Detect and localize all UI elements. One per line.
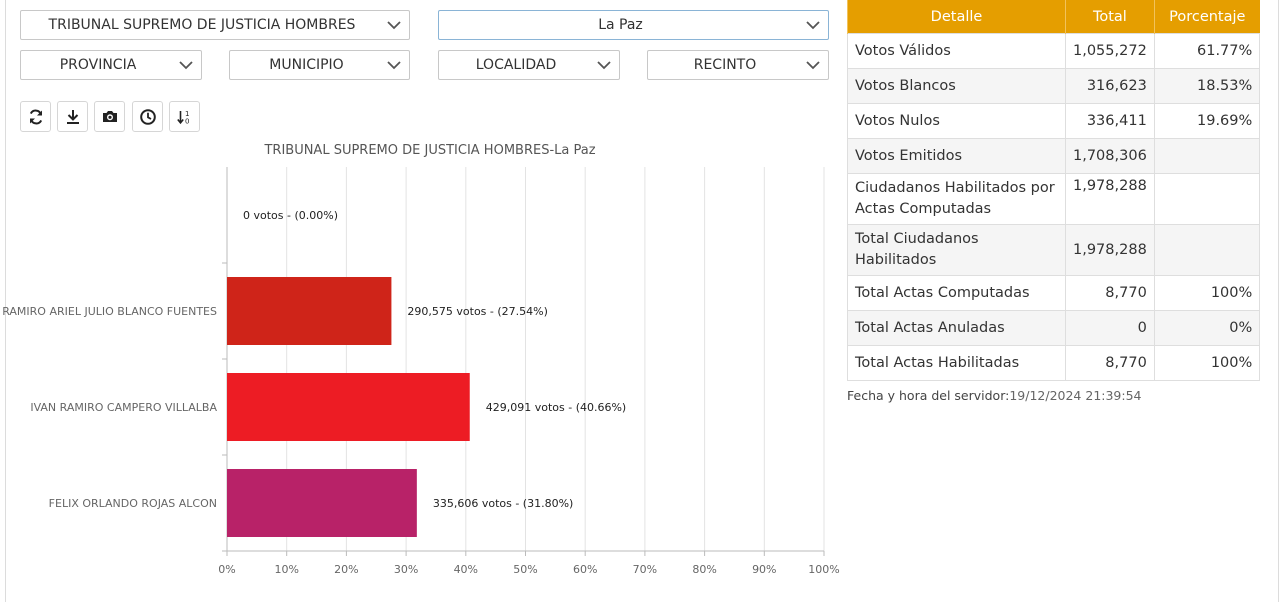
table-row: Total Ciudadanos Habilitados 1,978,288 — [847, 224, 1261, 276]
chevron-down-icon — [806, 61, 820, 70]
row-total: 1,978,288 — [1065, 173, 1155, 225]
row-percentage: 100% — [1153, 345, 1261, 381]
svg-text:1: 1 — [185, 110, 189, 118]
server-time-value: 19/12/2024 21:39:54 — [1009, 388, 1142, 403]
table-row: Total Actas Anuladas 0 0% — [847, 310, 1261, 346]
table-header-row: Detalle Total Porcentaje — [847, 0, 1260, 34]
results-table: Detalle Total Porcentaje Votos Válidos 1… — [847, 0, 1261, 381]
x-tick-label: 50% — [513, 563, 537, 576]
chevron-down-icon — [597, 61, 611, 70]
row-label: Total Actas Computadas — [847, 275, 1066, 311]
municipality-select-value: MUNICIPIO — [269, 57, 344, 73]
x-tick-label: 30% — [394, 563, 418, 576]
frame-right-border — [1278, 0, 1279, 602]
refresh-icon — [29, 109, 43, 125]
row-total: 1,978,288 — [1065, 224, 1155, 276]
row-label: Total Actas Habilitadas — [847, 345, 1066, 381]
server-time-label: Fecha y hora del servidor: — [847, 388, 1010, 403]
header-detalle: Detalle — [847, 0, 1066, 34]
data-label: 290,575 votos - (27.54%) — [407, 305, 548, 318]
svg-text:0: 0 — [185, 118, 189, 126]
row-label: Ciudadanos Habilitados por Actas Computa… — [847, 173, 1066, 225]
bar — [227, 373, 470, 441]
sort-button[interactable]: 1 0 — [169, 101, 200, 132]
header-total: Total — [1065, 0, 1155, 34]
row-total: 1,055,272 — [1065, 33, 1155, 69]
download-icon — [67, 110, 79, 124]
x-tick-label: 60% — [573, 563, 597, 576]
frame-left-border — [5, 0, 6, 602]
row-percentage: 18.53% — [1153, 68, 1261, 104]
refresh-button[interactable] — [20, 101, 51, 132]
bar — [227, 277, 392, 345]
row-label: Votos Blancos — [847, 68, 1066, 104]
row-total: 1,708,306 — [1065, 138, 1155, 174]
chevron-down-icon — [806, 21, 820, 30]
row-percentage: 19.69% — [1153, 103, 1261, 139]
data-label: 0 votos - (0.00%) — [243, 209, 338, 222]
header-porcentaje: Porcentaje — [1153, 0, 1260, 34]
election-select[interactable]: TRIBUNAL SUPREMO DE JUSTICIA HOMBRES — [20, 10, 410, 40]
row-percentage: 61.77% — [1153, 33, 1261, 69]
chevron-down-icon — [387, 21, 401, 30]
history-button[interactable] — [132, 101, 163, 132]
x-tick-label: 10% — [274, 563, 298, 576]
chevron-down-icon — [387, 61, 401, 70]
x-tick-label: 100% — [808, 563, 839, 576]
table-row: Votos Válidos 1,055,272 61.77% — [847, 33, 1261, 69]
data-label: 429,091 votos - (40.66%) — [486, 401, 627, 414]
chart-title: TRIBUNAL SUPREMO DE JUSTICIA HOMBRES-La … — [263, 143, 595, 158]
table-row: Votos Emitidos 1,708,306 — [847, 138, 1261, 174]
row-total: 8,770 — [1065, 275, 1155, 311]
province-select-value: PROVINCIA — [59, 57, 137, 73]
row-total: 0 — [1065, 310, 1155, 346]
table-row: Ciudadanos Habilitados por Actas Computa… — [847, 173, 1261, 225]
x-tick-label: 0% — [218, 563, 235, 576]
row-percentage: 0% — [1153, 310, 1261, 346]
department-select[interactable]: La Paz — [438, 10, 829, 40]
y-category-label: IVAN RAMIRO CAMPERO VILLALBA — [30, 401, 217, 414]
row-label: Votos Emitidos — [847, 138, 1066, 174]
table-row: Votos Nulos 336,411 19.69% — [847, 103, 1261, 139]
department-select-value: La Paz — [598, 17, 643, 33]
row-total: 336,411 — [1065, 103, 1155, 139]
row-label: Votos Válidos — [847, 33, 1066, 69]
row-total: 316,623 — [1065, 68, 1155, 104]
x-tick-label: 80% — [692, 563, 716, 576]
bar — [227, 469, 417, 537]
table-row: Total Actas Habilitadas 8,770 100% — [847, 345, 1261, 381]
election-select-value: TRIBUNAL SUPREMO DE JUSTICIA HOMBRES — [48, 17, 356, 33]
y-category-label: RAMIRO ARIEL JULIO BLANCO FUENTES — [2, 305, 217, 318]
x-tick-label: 70% — [633, 563, 657, 576]
venue-select[interactable]: RECINTO — [647, 50, 829, 80]
province-select[interactable]: PROVINCIA — [20, 50, 202, 80]
row-percentage — [1153, 173, 1261, 225]
y-category-label: FELIX ORLANDO ROJAS ALCON — [49, 497, 217, 510]
table-row: Total Actas Computadas 8,770 100% — [847, 275, 1261, 311]
x-tick-label: 40% — [454, 563, 478, 576]
row-label: Votos Nulos — [847, 103, 1066, 139]
row-label: Total Ciudadanos Habilitados — [847, 224, 1066, 276]
locality-select[interactable]: LOCALIDAD — [438, 50, 620, 80]
table-row: Votos Blancos 316,623 18.53% — [847, 68, 1261, 104]
x-tick-label: 20% — [334, 563, 358, 576]
locality-select-value: LOCALIDAD — [475, 57, 557, 73]
server-time: Fecha y hora del servidor:19/12/2024 21:… — [847, 388, 1142, 403]
row-total: 8,770 — [1065, 345, 1155, 381]
data-label: 335,606 votos - (31.80%) — [433, 497, 574, 510]
screenshot-button[interactable] — [94, 101, 125, 132]
sort-icon: 1 0 — [177, 110, 189, 126]
download-button[interactable] — [57, 101, 88, 132]
municipality-select[interactable]: MUNICIPIO — [229, 50, 410, 80]
clock-icon — [140, 109, 156, 125]
venue-select-value: RECINTO — [693, 57, 757, 73]
camera-icon — [103, 111, 117, 122]
chevron-down-icon — [179, 61, 193, 70]
row-percentage — [1153, 138, 1261, 174]
row-percentage: 100% — [1153, 275, 1261, 311]
row-percentage — [1153, 224, 1261, 276]
x-tick-label: 90% — [752, 563, 776, 576]
bar-chart: TRIBUNAL SUPREMO DE JUSTICIA HOMBRES-La … — [2, 143, 840, 576]
row-label: Total Actas Anuladas — [847, 310, 1066, 346]
